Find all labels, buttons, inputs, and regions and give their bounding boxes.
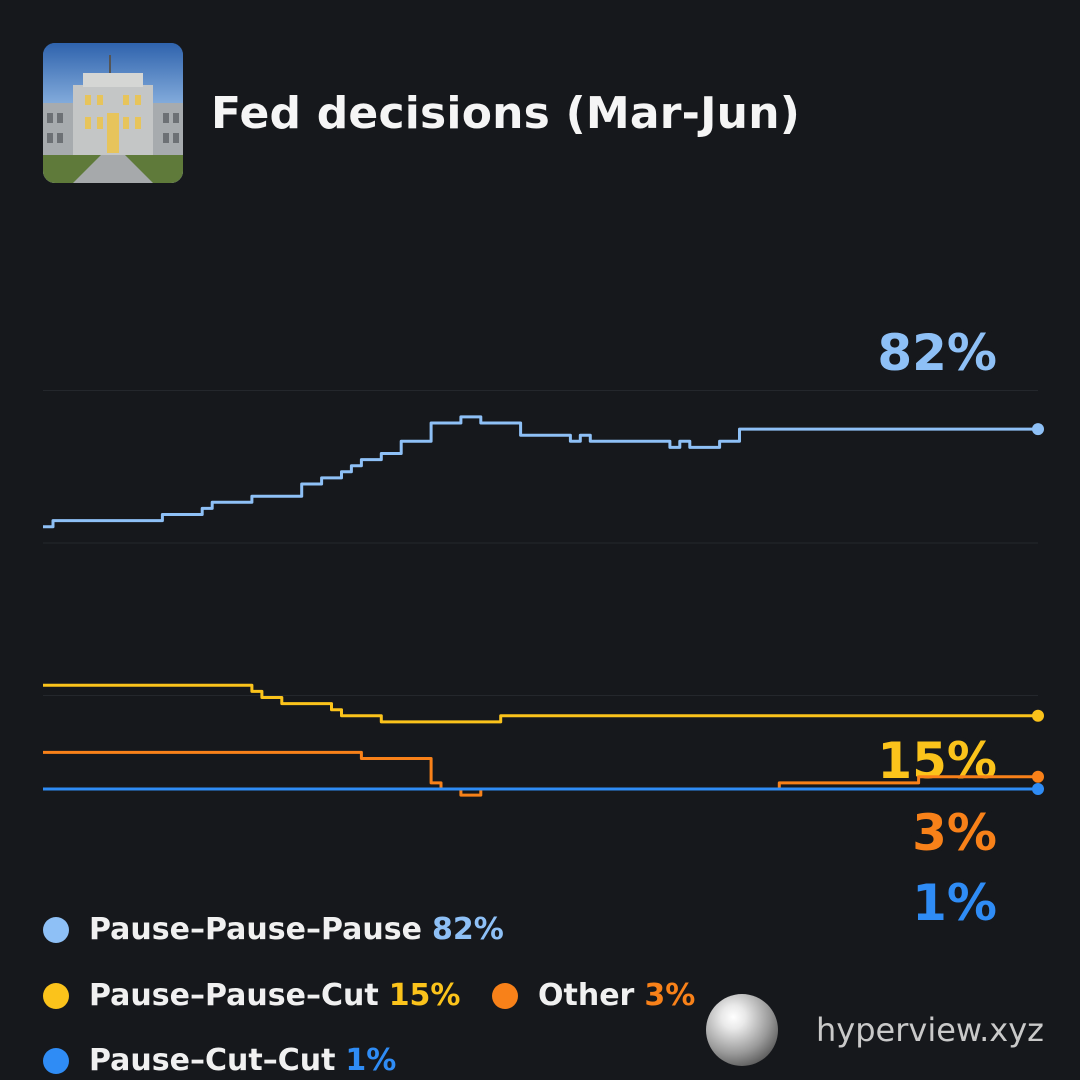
legend-item-pause-cut-cut: Pause–Cut–Cut 1% bbox=[43, 1043, 396, 1078]
legend-dot bbox=[43, 916, 69, 943]
federal-reserve-building-image bbox=[43, 43, 183, 183]
series-line-pause-pause-pause bbox=[43, 415, 1038, 529]
watermark-text: hyperview.xyz bbox=[816, 1011, 1044, 1049]
legend-dot bbox=[43, 1047, 69, 1074]
series-end-point bbox=[1032, 423, 1044, 436]
legend-dot bbox=[43, 982, 69, 1009]
series-end-point bbox=[1032, 783, 1044, 795]
end-label-pause-cut-cut: 1% bbox=[912, 874, 997, 932]
legend-label: Other bbox=[538, 978, 635, 1013]
end-label-pause-pause-pause: 82% bbox=[877, 324, 997, 382]
legend-value: 1% bbox=[345, 1043, 397, 1078]
legend-item-other: Other 3% bbox=[492, 978, 695, 1013]
legend-label: Pause–Pause–Cut bbox=[89, 978, 379, 1013]
legend-label: Pause–Cut–Cut bbox=[89, 1043, 336, 1078]
chart-title: Fed decisions (Mar-Jun) bbox=[211, 87, 801, 139]
legend-label: Pause–Pause–Pause bbox=[89, 912, 422, 947]
silver-sphere-icon bbox=[706, 994, 778, 1066]
series-end-point bbox=[1032, 770, 1044, 783]
end-label-other: 3% bbox=[912, 804, 997, 862]
legend-item-pause-pause-cut: Pause–Pause–Cut 15% bbox=[43, 978, 461, 1013]
series-line-pause-pause-cut bbox=[43, 683, 1038, 724]
legend-value: 15% bbox=[388, 978, 461, 1013]
chart-header: Fed decisions (Mar-Jun) bbox=[43, 43, 800, 183]
legend-dot bbox=[492, 982, 518, 1009]
legend-value: 82% bbox=[431, 912, 504, 947]
series-end-point bbox=[1032, 709, 1044, 722]
legend-item-pause-pause-pause: Pause–Pause–Pause 82% bbox=[43, 912, 504, 947]
watermark: hyperview.xyz bbox=[706, 994, 1044, 1066]
legend-value: 3% bbox=[644, 978, 696, 1013]
end-label-pause-pause-cut: 15% bbox=[877, 732, 997, 790]
